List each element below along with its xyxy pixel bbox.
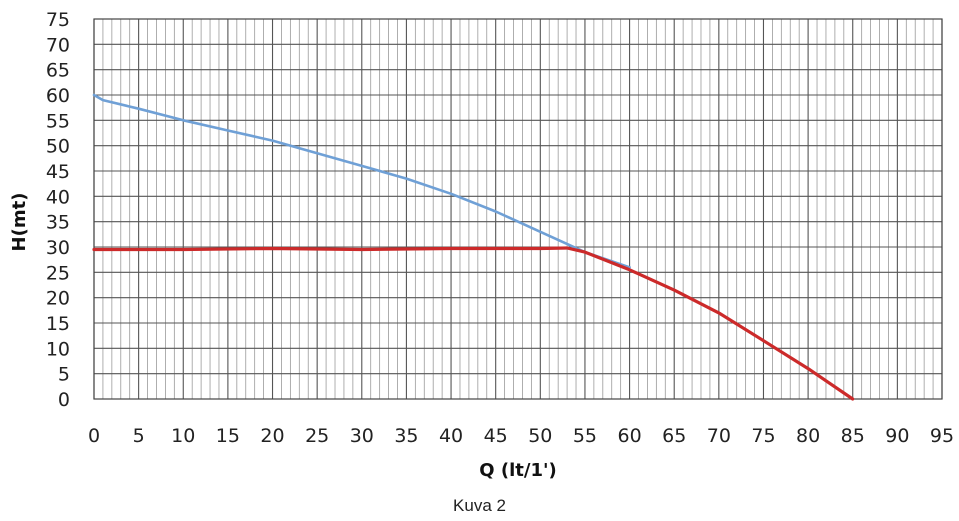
x-tick-label: 10 — [171, 425, 195, 447]
series-line-1 — [92, 93, 631, 269]
x-tick-label: 50 — [528, 425, 552, 447]
x-tick-label: 40 — [439, 425, 463, 447]
series-layer — [92, 93, 855, 401]
series-line-2 — [92, 246, 855, 401]
x-tick-label: 95 — [930, 425, 954, 447]
y-tick-label: 60 — [46, 85, 70, 107]
x-tick-label: 0 — [88, 425, 100, 447]
x-tick-label: 35 — [394, 425, 418, 447]
x-tick-label: 30 — [350, 425, 374, 447]
y-tick-label: 55 — [46, 110, 70, 132]
y-tick-label: 25 — [46, 262, 70, 284]
plot-frame — [93, 18, 943, 400]
x-tick-label: 65 — [662, 425, 686, 447]
y-tick-label: 45 — [46, 161, 70, 183]
x-tick-label: 45 — [484, 425, 508, 447]
y-tick-label: 75 — [46, 9, 70, 31]
x-tick-labels: 0 5 10 15 20 25 30 35 40 45 50 55 60 65 70 75 80 85 90 95 — [88, 425, 954, 447]
y-tick-label: 30 — [46, 237, 70, 259]
x-tick-label: 90 — [885, 425, 909, 447]
x-tick-label: 25 — [305, 425, 329, 447]
x-tick-label: 70 — [707, 425, 731, 447]
x-tick-label: 85 — [841, 425, 865, 447]
y-tick-label: 35 — [46, 212, 70, 234]
x-tick-label: 15 — [216, 425, 240, 447]
x-tick-label: 80 — [796, 425, 820, 447]
x-axis-title: Q (lt/1') — [479, 460, 556, 481]
y-tick-label: 0 — [58, 389, 70, 411]
y-tick-label: 10 — [46, 338, 70, 360]
y-tick-label: 15 — [46, 313, 70, 335]
y-tick-label: 20 — [46, 288, 70, 310]
x-tick-label: 75 — [751, 425, 775, 447]
y-tick-label: 5 — [58, 364, 70, 386]
x-tick-label: 20 — [260, 425, 284, 447]
x-tick-label: 55 — [573, 425, 597, 447]
minor-gridlines — [102, 19, 934, 399]
y-tick-label: 50 — [46, 136, 70, 158]
figure-caption: Kuva 2 — [453, 496, 506, 515]
x-tick-label: 5 — [133, 425, 145, 447]
y-tick-label: 65 — [46, 60, 70, 82]
major-gridlines — [93, 18, 943, 400]
y-tick-labels: 0 5 10 15 20 25 30 35 40 45 50 55 60 65 70 75 — [46, 9, 70, 411]
y-tick-label: 70 — [46, 34, 70, 56]
y-tick-label: 40 — [46, 186, 70, 208]
x-tick-label: 60 — [617, 425, 641, 447]
y-axis-title: H(mt) — [9, 193, 30, 252]
